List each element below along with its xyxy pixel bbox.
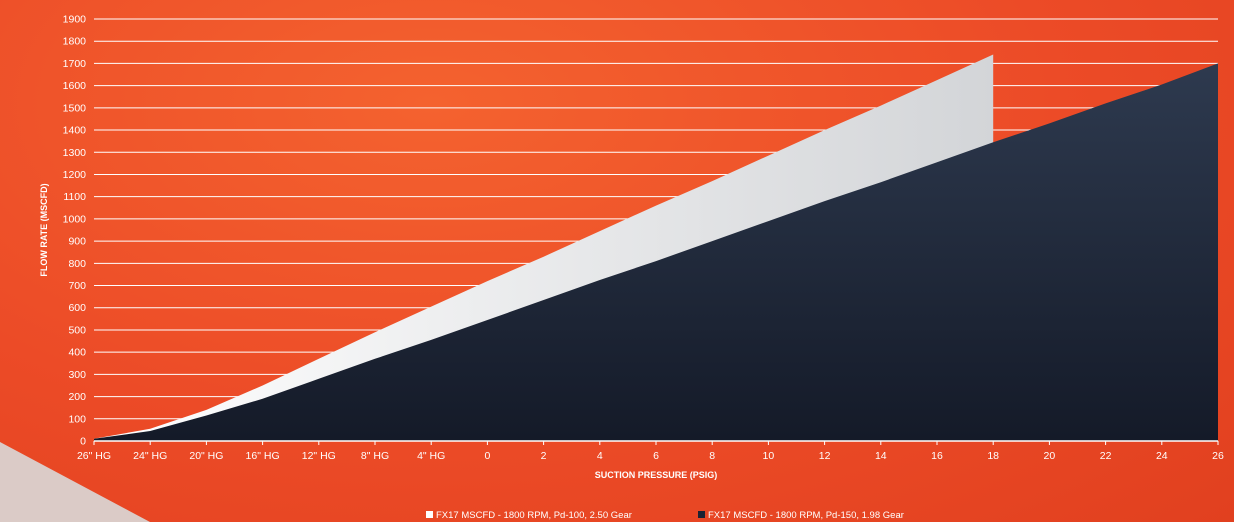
y-tick-label: 800 xyxy=(68,258,86,270)
x-tick-label: 6 xyxy=(653,450,659,462)
y-tick-label: 400 xyxy=(68,347,86,359)
y-tick-label: 900 xyxy=(68,236,86,248)
y-tick-label: 0 xyxy=(80,436,86,448)
x-tick-label: 12" HG xyxy=(302,450,336,462)
y-tick-label: 700 xyxy=(68,280,86,292)
x-tick-label: 16" HG xyxy=(246,450,280,462)
x-tick-label: 20 xyxy=(1044,450,1056,462)
legend-swatch-2 xyxy=(698,511,705,518)
y-axis-ticks: 0 100 200 300 400 500 600 700 800 900 1000 1100 1200… xyxy=(63,14,87,448)
x-tick-label: 8" HG xyxy=(361,450,389,462)
x-tick-label: 26 xyxy=(1212,450,1224,462)
legend-label-2: FX17 MSCFD - 1800 RPM, Pd-150, 1.98 Gear xyxy=(708,510,904,521)
x-tick-label: 2 xyxy=(541,450,547,462)
series-areas xyxy=(94,54,1218,442)
x-tick-label: 24 xyxy=(1156,450,1168,462)
y-tick-label: 1200 xyxy=(63,169,87,181)
y-tick-label: 200 xyxy=(68,391,86,403)
x-tick-label: 4" HG xyxy=(417,450,445,462)
legend-swatch-1 xyxy=(426,511,433,518)
x-tick-label: 4 xyxy=(597,450,603,462)
x-tick-label: 20" HG xyxy=(189,450,223,462)
y-tick-label: 500 xyxy=(68,324,86,336)
y-tick-label: 1700 xyxy=(63,58,87,70)
x-tick-label: 18 xyxy=(987,450,999,462)
x-tick-label: 26" HG xyxy=(77,450,111,462)
x-tick-label: 12 xyxy=(819,450,831,462)
y-tick-label: 1800 xyxy=(63,36,87,48)
y-tick-label: 300 xyxy=(68,369,86,381)
x-tick-label: 8 xyxy=(709,450,715,462)
y-tick-label: 1300 xyxy=(63,147,87,159)
x-axis-ticks: 26" HG 24" HG 20" HG 16" HG 12" HG 8" HG 4" HG… xyxy=(77,441,1224,462)
x-tick-label: 0 xyxy=(484,450,490,462)
x-tick-label: 16 xyxy=(931,450,943,462)
x-tick-label: 10 xyxy=(763,450,775,462)
corner-decoration xyxy=(0,442,150,522)
y-tick-label: 1100 xyxy=(63,191,86,203)
x-tick-label: 22 xyxy=(1100,450,1112,462)
y-tick-label: 1400 xyxy=(63,125,87,137)
y-tick-label: 1500 xyxy=(63,102,87,114)
x-axis-title: SUCTION PRESSURE (PSIG) xyxy=(595,470,718,480)
series-area-2 xyxy=(94,63,1218,442)
legend: FX17 MSCFD - 1800 RPM, Pd-100, 2.50 Gear… xyxy=(426,510,904,521)
y-tick-label: 1000 xyxy=(63,213,87,225)
x-tick-label: 14 xyxy=(875,450,887,462)
y-tick-label: 600 xyxy=(68,302,86,314)
y-tick-label: 1600 xyxy=(63,80,87,92)
y-axis-title: FLOW RATE (MSCFD) xyxy=(39,183,49,276)
x-tick-label: 24" HG xyxy=(133,450,167,462)
y-tick-label: 1900 xyxy=(63,14,87,26)
legend-label-1: FX17 MSCFD - 1800 RPM, Pd-100, 2.50 Gear xyxy=(436,510,632,521)
y-tick-label: 100 xyxy=(68,413,86,425)
